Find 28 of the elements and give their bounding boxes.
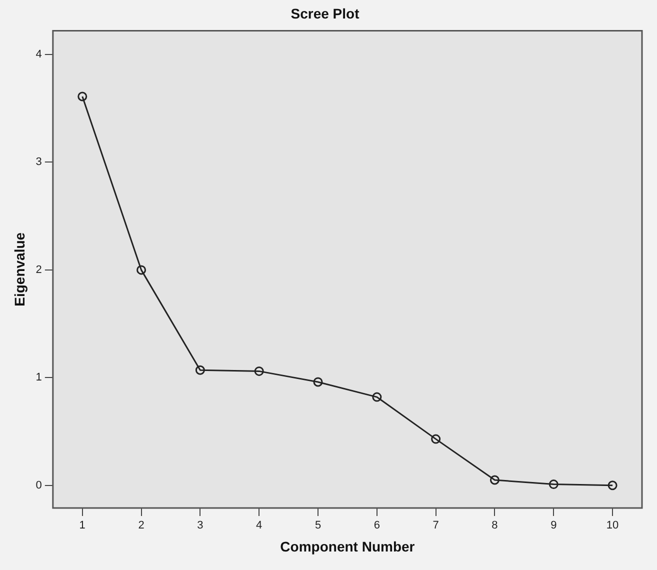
- x-tick-label: 5: [314, 520, 322, 532]
- point: [608, 480, 618, 490]
- x-tick-label: 9: [550, 520, 557, 532]
- point: [372, 392, 382, 402]
- x-tick-label: 2: [138, 520, 144, 532]
- y-axis-title: Eigenvalue: [11, 232, 28, 306]
- y-tick-label: 4: [36, 48, 42, 61]
- y-tick-label: 2: [36, 264, 42, 276]
- point: [195, 365, 205, 375]
- chart-title: Scree Plot: [290, 5, 360, 22]
- y-tick-label: 0: [36, 479, 42, 492]
- x-tick-label: 10: [606, 520, 619, 532]
- x-tick-label: 7: [432, 520, 439, 532]
- point: [431, 434, 441, 444]
- point: [254, 366, 264, 376]
- point: [136, 265, 146, 275]
- x-axis-title: Component Number: [280, 538, 416, 554]
- point: [548, 480, 558, 490]
- x-tick-label: 6: [374, 520, 380, 532]
- x-tick-label: 8: [492, 520, 498, 532]
- y-tick-label: 3: [36, 156, 42, 168]
- x-tick-label: 4: [256, 520, 262, 532]
- point: [78, 92, 88, 102]
- point: [313, 377, 323, 387]
- x-tick-label: 3: [197, 520, 204, 532]
- point: [490, 475, 500, 485]
- x-tick-label: 1: [79, 520, 86, 532]
- y-tick-label: 1: [36, 372, 42, 384]
